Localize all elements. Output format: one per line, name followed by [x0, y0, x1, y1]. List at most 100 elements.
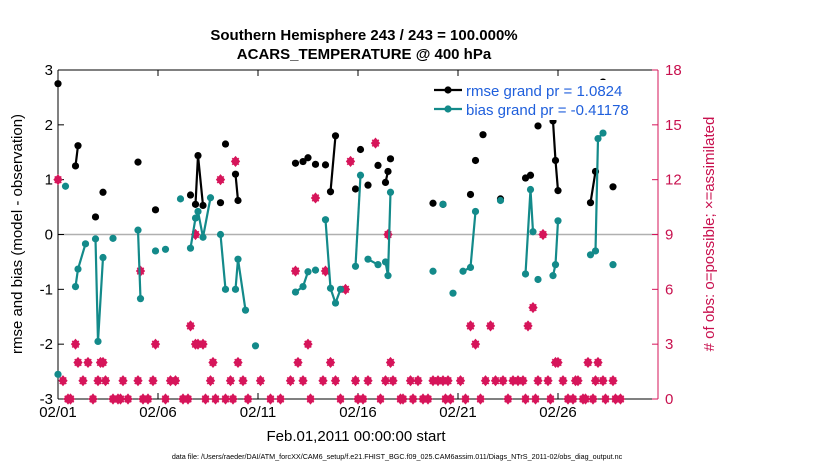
- bias-point: [599, 129, 607, 137]
- obs-marker: [233, 356, 243, 369]
- bias-point: [199, 233, 207, 241]
- obs-marker: [133, 375, 143, 387]
- obs-marker: [455, 375, 466, 387]
- rmse-point: [74, 142, 82, 150]
- obs-marker: [568, 393, 578, 405]
- obs-marker: [590, 375, 601, 387]
- obs-marker: [503, 393, 513, 405]
- x-tick-label: 02/26: [539, 404, 577, 421]
- y-tick-label-right: 9: [665, 227, 673, 244]
- bias-point: [81, 240, 90, 248]
- obs-marker: [485, 320, 496, 332]
- bias-point: [91, 235, 100, 243]
- obs-marker: [553, 356, 563, 369]
- bias-point: [534, 275, 542, 284]
- obs-marker: [475, 393, 486, 405]
- data-file-footer: data file: /Users/raeder/DAI/ATM_forcXX/…: [172, 452, 623, 461]
- rmse-point: [586, 199, 595, 207]
- obs-marker: [398, 393, 408, 405]
- bias-point: [151, 247, 160, 255]
- bias-point: [304, 268, 312, 276]
- obs-marker: [615, 393, 626, 405]
- obs-marker: [170, 375, 181, 387]
- obs-marker: [78, 375, 88, 387]
- bias-point: [331, 299, 340, 307]
- obs-marker: [318, 375, 328, 387]
- bias-point: [529, 228, 537, 236]
- obs-marker: [118, 375, 128, 387]
- rmse-point: [221, 140, 230, 148]
- obs-marker: [335, 393, 346, 405]
- obs-marker: [580, 393, 591, 405]
- bias-point: [351, 262, 360, 270]
- obs-marker: [210, 393, 221, 405]
- y-tick-label-left: -2: [40, 336, 53, 353]
- rmse-point: [384, 167, 392, 176]
- bias-point: [326, 284, 335, 292]
- obs-marker: [593, 356, 603, 369]
- bias-point: [234, 255, 242, 263]
- obs-marker: [573, 375, 583, 387]
- bias-point: [526, 185, 535, 194]
- obs-marker: [370, 137, 381, 149]
- legend-rmse-label: rmse grand pr = 1.0824: [466, 83, 622, 100]
- rmse-point: [134, 158, 142, 166]
- obs-marker: [123, 393, 133, 405]
- obs-marker: [465, 320, 476, 332]
- obs-marker: [470, 338, 481, 350]
- obs-marker: [325, 356, 336, 369]
- obs-marker: [533, 375, 543, 387]
- legend-bias-marker: [444, 105, 452, 113]
- obs-marker: [383, 228, 393, 241]
- chart-title-line1: Southern Hemisphere 243 / 243 = 100.000%: [210, 27, 517, 44]
- obs-marker: [528, 302, 538, 314]
- bias-point: [336, 285, 345, 293]
- bias-line: [136, 230, 142, 299]
- obs-marker: [215, 174, 226, 186]
- obs-marker: [588, 393, 598, 405]
- obs-marker: [445, 393, 456, 405]
- legend-bias-label: bias grand pr = -0.41178: [466, 102, 629, 119]
- bias-point: [594, 134, 602, 143]
- obs-marker: [160, 393, 171, 405]
- bias-point: [231, 285, 240, 293]
- y-tick-label-right: 6: [665, 281, 673, 298]
- obs-marker: [543, 375, 553, 387]
- bias-point: [591, 247, 600, 255]
- bias-point: [381, 258, 390, 266]
- obs-marker: [115, 393, 126, 405]
- bias-point: [521, 270, 530, 278]
- rmse-point: [534, 122, 542, 130]
- rmse-point: [471, 156, 480, 165]
- rmse-point: [551, 156, 560, 165]
- rmse-point: [321, 161, 330, 169]
- bias-point: [161, 245, 170, 253]
- rmse-point: [356, 145, 365, 154]
- y-tick-label-right: 3: [665, 336, 673, 353]
- y-tick-label-right: 18: [665, 62, 682, 79]
- obs-marker: [225, 375, 236, 387]
- obs-marker: [285, 375, 296, 387]
- y-tick-label-left: 2: [45, 117, 53, 134]
- bias-point: [586, 251, 595, 259]
- obs-marker: [480, 375, 491, 387]
- obs-marker: [405, 375, 416, 387]
- x-tick-label: 02/21: [439, 404, 477, 421]
- obs-marker: [265, 393, 276, 405]
- bias-point: [194, 207, 202, 216]
- bias-point: [54, 370, 62, 378]
- obs-marker: [70, 338, 81, 350]
- rmse-line: [329, 135, 337, 192]
- rmse-point: [231, 170, 240, 178]
- obs-marker: [200, 393, 211, 405]
- bias-point: [549, 272, 557, 280]
- bias-point: [449, 289, 457, 297]
- obs-marker: [305, 393, 316, 405]
- rmse-point: [71, 162, 80, 170]
- bias-point: [186, 244, 195, 252]
- y-tick-label-left: 3: [45, 62, 53, 79]
- obs-marker: [83, 356, 93, 369]
- obs-marker: [185, 320, 196, 332]
- bias-point: [384, 272, 392, 280]
- obs-marker: [293, 356, 303, 369]
